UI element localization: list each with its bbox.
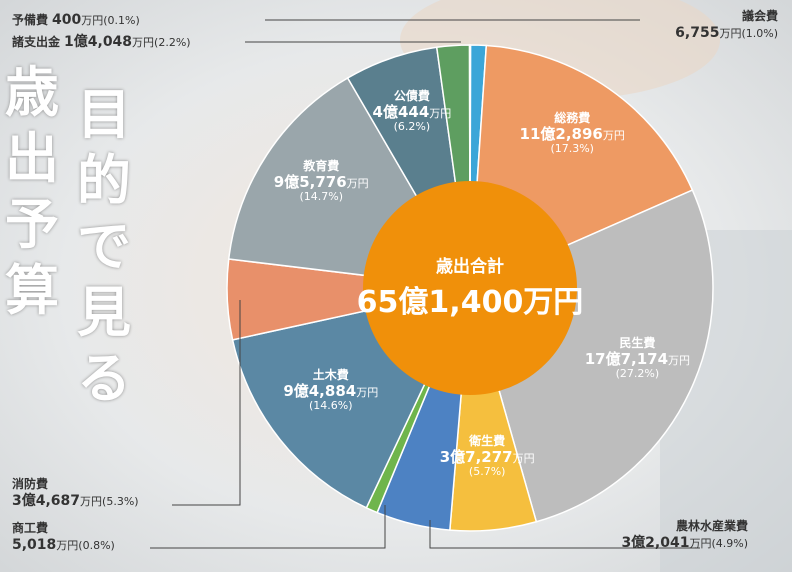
slice-amount: 3億2,041 (621, 535, 690, 552)
slice-yobi (468, 44, 472, 289)
slice-percent: (0.8%) (78, 539, 115, 553)
slice-unit: 万円 (668, 353, 691, 367)
slice-unit: 万円 (719, 27, 742, 41)
slice-unit: 万円 (56, 539, 79, 553)
title-char: 予 (5, 193, 59, 256)
slice-percent: (2.2%) (154, 36, 191, 49)
slice-percent: (27.2%) (615, 366, 660, 380)
slice-amount: 9億4,884 (283, 382, 357, 401)
title-column-2: 目的で見る (74, 82, 134, 412)
slice-name: 諸支出金 (12, 35, 61, 49)
slice-label-soumu: 総務費 11億2,896万円 (17.3%) (512, 112, 632, 155)
slice-percent: (6.2%) (393, 119, 431, 133)
slice-unit: 万円 (81, 14, 104, 27)
slice-label-kyouiku: 教育費 9億5,776万円 (14.7%) (261, 160, 381, 203)
slice-label-shoukou: 商工費 5,018万円(0.8%) (12, 521, 115, 554)
slice-name: 教育費 (303, 159, 340, 174)
slice-unit: 万円 (132, 36, 155, 49)
slice-label-eisei: 衛生費 3億7,277万円 (5.7%) (427, 434, 547, 478)
slice-label-shoshishutsu: 諸支出金 1億4,048万円(2.2%) (12, 32, 191, 50)
slice-unit: 万円 (512, 452, 535, 466)
slice-name: 総務費 (554, 111, 591, 126)
slice-name: 土木費 (312, 367, 349, 382)
title-char: 算 (5, 259, 59, 322)
slice-unit: 万円 (80, 495, 103, 509)
title-char: 目 (77, 83, 131, 146)
slice-percent: (5.3%) (102, 495, 139, 509)
slice-amount: 4億444 (372, 102, 430, 121)
slice-amount: 400 (52, 12, 82, 28)
title-char: る (77, 347, 131, 410)
slice-label-minsei: 民生費 17億7,174万円 (27.2%) (577, 335, 697, 380)
slice-unit: 万円 (429, 106, 452, 120)
slice-label-kousai: 公債費 4億444万円 (6.2%) (352, 88, 472, 133)
slice-name: 予備費 (12, 13, 49, 27)
slice-amount: 17億7,174 (584, 349, 669, 368)
title-column-1: 歳出予算 (2, 60, 62, 324)
slice-name: 消防費 (12, 477, 49, 491)
title-char: 見 (77, 281, 131, 344)
slice-unit: 万円 (346, 177, 369, 191)
slice-amount: 6,755 (675, 25, 720, 42)
slice-name: 議会費 (741, 9, 778, 23)
slice-amount: 1億4,048 (64, 34, 133, 50)
title-char: 歳 (5, 61, 59, 124)
slice-label-yobi: 予備費 400万円(0.1%) (12, 10, 140, 28)
slice-percent: (1.0%) (741, 27, 778, 41)
slice-name: 農林水産業費 (675, 519, 748, 533)
slice-name: 民生費 (619, 335, 656, 350)
slice-amount: 3億4,687 (12, 493, 81, 510)
slice-unit: 万円 (356, 386, 379, 400)
leader-line-shoubou (172, 300, 241, 506)
slice-percent: (14.7%) (299, 190, 343, 204)
slice-unit: 万円 (689, 537, 712, 551)
slice-label-shoubou: 消防費 3億4,687万円(5.3%) (12, 477, 139, 510)
title-char: 出 (5, 127, 59, 190)
title-char: で (77, 215, 131, 278)
slice-percent: (0.1%) (103, 14, 140, 27)
center-label: 歳出合計 (436, 256, 504, 277)
slice-label-nourin: 農林水産業費 3億2,041万円(4.9%) (621, 519, 748, 552)
center-value: 65億1,400万円 (357, 285, 584, 320)
slice-amount: 5,018 (12, 537, 57, 554)
slice-label-gikai: 議会費 6,755万円(1.0%) (675, 9, 778, 42)
slice-percent: (4.9%) (711, 537, 748, 551)
center-total-circle (363, 181, 577, 395)
slice-percent: (14.6%) (309, 398, 353, 412)
slice-amount: 3億7,277 (439, 448, 513, 467)
slice-unit: 万円 (602, 129, 625, 143)
slice-amount: 11億2,896 (519, 125, 603, 144)
slice-name: 衛生費 (469, 434, 506, 449)
slice-label-doboku: 土木費 9億4,884万円 (14.6%) (271, 367, 391, 412)
slice-name: 公債費 (393, 88, 430, 103)
slice-percent: (5.7%) (468, 464, 506, 478)
slice-amount: 9億5,776 (273, 173, 347, 192)
leader-line-shoukou (150, 505, 386, 549)
leader-line-nourin (429, 520, 700, 549)
title-char: 的 (77, 149, 131, 212)
slice-name: 商工費 (12, 521, 49, 535)
slice-percent: (17.3%) (550, 142, 594, 156)
